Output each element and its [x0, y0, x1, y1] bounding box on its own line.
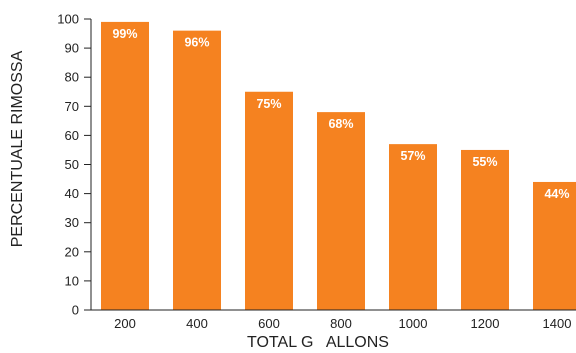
y-axis-title: PERCENTUALE RIMOSSA — [9, 50, 26, 247]
y-axis: 0 10 20 30 40 50 60 70 80 90 100 — [57, 12, 92, 318]
y-tick-label: 100 — [57, 12, 79, 27]
bar-data-label: 99% — [112, 27, 137, 41]
y-tick-label: 50 — [65, 157, 79, 172]
bar-data-label: 96% — [184, 36, 209, 50]
x-axis: 200 400 600 800 1000 1200 1400 — [84, 309, 576, 331]
y-tick-label: 0 — [72, 303, 79, 318]
bar — [173, 30, 221, 310]
bar-data-label: 57% — [400, 149, 425, 163]
bar-data-label: 55% — [472, 155, 497, 169]
x-tick-label: 600 — [258, 316, 280, 331]
x-tick-label: 800 — [330, 316, 352, 331]
bar-data-label: 68% — [328, 117, 353, 131]
bar — [461, 149, 509, 310]
x-axis-title: TOTAL G ALLONS — [247, 334, 389, 351]
bar — [245, 91, 293, 310]
x-tick-label: 1200 — [471, 316, 500, 331]
bar-data-label: 75% — [256, 97, 281, 111]
bar — [317, 112, 365, 311]
y-tick-label: 10 — [65, 273, 79, 288]
y-tick-label: 60 — [65, 128, 79, 143]
y-tick-label: 70 — [65, 99, 79, 114]
y-tick-label: 90 — [65, 41, 79, 56]
bar — [533, 181, 576, 310]
x-tick-label: 1000 — [399, 316, 428, 331]
x-tick-label: 200 — [114, 316, 136, 331]
y-tick-label: 30 — [65, 215, 79, 230]
y-tick-label: 80 — [65, 70, 79, 85]
y-tick-label: 20 — [65, 244, 79, 259]
bar — [389, 144, 437, 310]
x-tick-label: 1400 — [543, 316, 572, 331]
bar — [101, 21, 149, 310]
bar-data-label: 44% — [544, 187, 569, 201]
y-tick-label: 40 — [65, 186, 79, 201]
bars: 99% 96% 75% 68% 57% 55% 44% — [101, 21, 576, 311]
x-tick-label: 400 — [186, 316, 208, 331]
